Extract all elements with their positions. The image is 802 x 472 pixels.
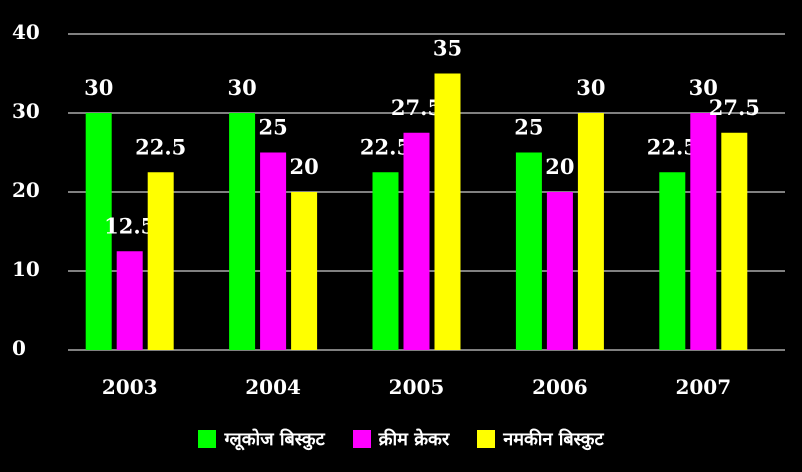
bar-2005-series-3: [434, 73, 461, 350]
legend-item-namkeen: नमकीन बिस्कुट: [477, 427, 604, 451]
legend-item-glucose: ग्लूकोज बिस्कुट: [198, 427, 325, 451]
y-tick-label-0: 0: [12, 336, 26, 360]
data-label-2007-series-3: 27.5: [709, 95, 760, 120]
data-label-2004-series-3: 20: [289, 154, 318, 179]
data-label-2006-series-1: 25: [514, 115, 543, 140]
legend-swatch-namkeen: [477, 430, 496, 448]
legend-label-glucose: ग्लूकोज बिस्कुट: [224, 429, 325, 450]
bar-2005-series-1: [372, 172, 399, 350]
y-tick-label-20: 20: [12, 178, 40, 202]
data-label-2006-series-2: 20: [545, 154, 574, 179]
data-label-2003-series-1: 30: [84, 75, 113, 100]
bar-2005-series-2: [403, 132, 430, 350]
bar-2007-series-3: [721, 132, 748, 350]
legend-swatch-glucose: [198, 430, 217, 448]
bar-2003-series-3: [147, 172, 174, 350]
x-tick-label-2004: 2004: [245, 375, 301, 399]
data-label-2007-series-1: 22.5: [647, 134, 698, 159]
legend-item-cream-cracker: क्रीम क्रेकर: [352, 427, 450, 451]
x-tick-label-2007: 2007: [675, 375, 731, 399]
bar-2003-series-2: [116, 251, 143, 350]
bar-2007-series-1: [659, 172, 686, 350]
data-label-2005-series-3: 35: [433, 36, 462, 61]
legend: ग्लूकोज बिस्कुट क्रीम क्रेकर नमकीन बिस्क…: [0, 424, 802, 454]
bar-2004-series-1: [229, 113, 256, 350]
x-tick-label-2003: 2003: [102, 375, 158, 399]
bar-2006-series-1: [515, 152, 542, 350]
y-tick-label-10: 10: [12, 257, 40, 281]
data-label-2003-series-2: 12.5: [104, 213, 155, 238]
data-label-2004-series-2: 25: [258, 115, 287, 140]
x-tick-label-2006: 2006: [532, 375, 588, 399]
bar-chart: 0102030403012.522.52003302520200422.527.…: [12, 20, 785, 399]
bar-2006-series-3: [577, 113, 604, 350]
data-label-2005-series-2: 27.5: [391, 95, 442, 120]
data-label-2004-series-1: 30: [227, 75, 256, 100]
bar-2007-series-2: [690, 113, 717, 350]
bar-2003-series-1: [85, 113, 112, 350]
bar-2006-series-2: [546, 192, 573, 350]
data-label-2006-series-3: 30: [576, 75, 605, 100]
legend-swatch-cream-cracker: [352, 430, 371, 448]
data-label-2003-series-3: 22.5: [135, 134, 186, 159]
data-label-2005-series-1: 22.5: [360, 134, 411, 159]
y-tick-label-30: 30: [12, 99, 40, 123]
legend-label-namkeen: नमकीन बिस्कुट: [503, 429, 604, 450]
bar-2004-series-3: [291, 192, 318, 350]
x-tick-label-2005: 2005: [389, 375, 445, 399]
bar-2004-series-2: [260, 152, 287, 350]
legend-label-cream-cracker: क्रीम क्रेकर: [378, 429, 450, 450]
y-tick-label-40: 40: [12, 20, 40, 44]
data-label-2007-series-2: 30: [689, 75, 718, 100]
